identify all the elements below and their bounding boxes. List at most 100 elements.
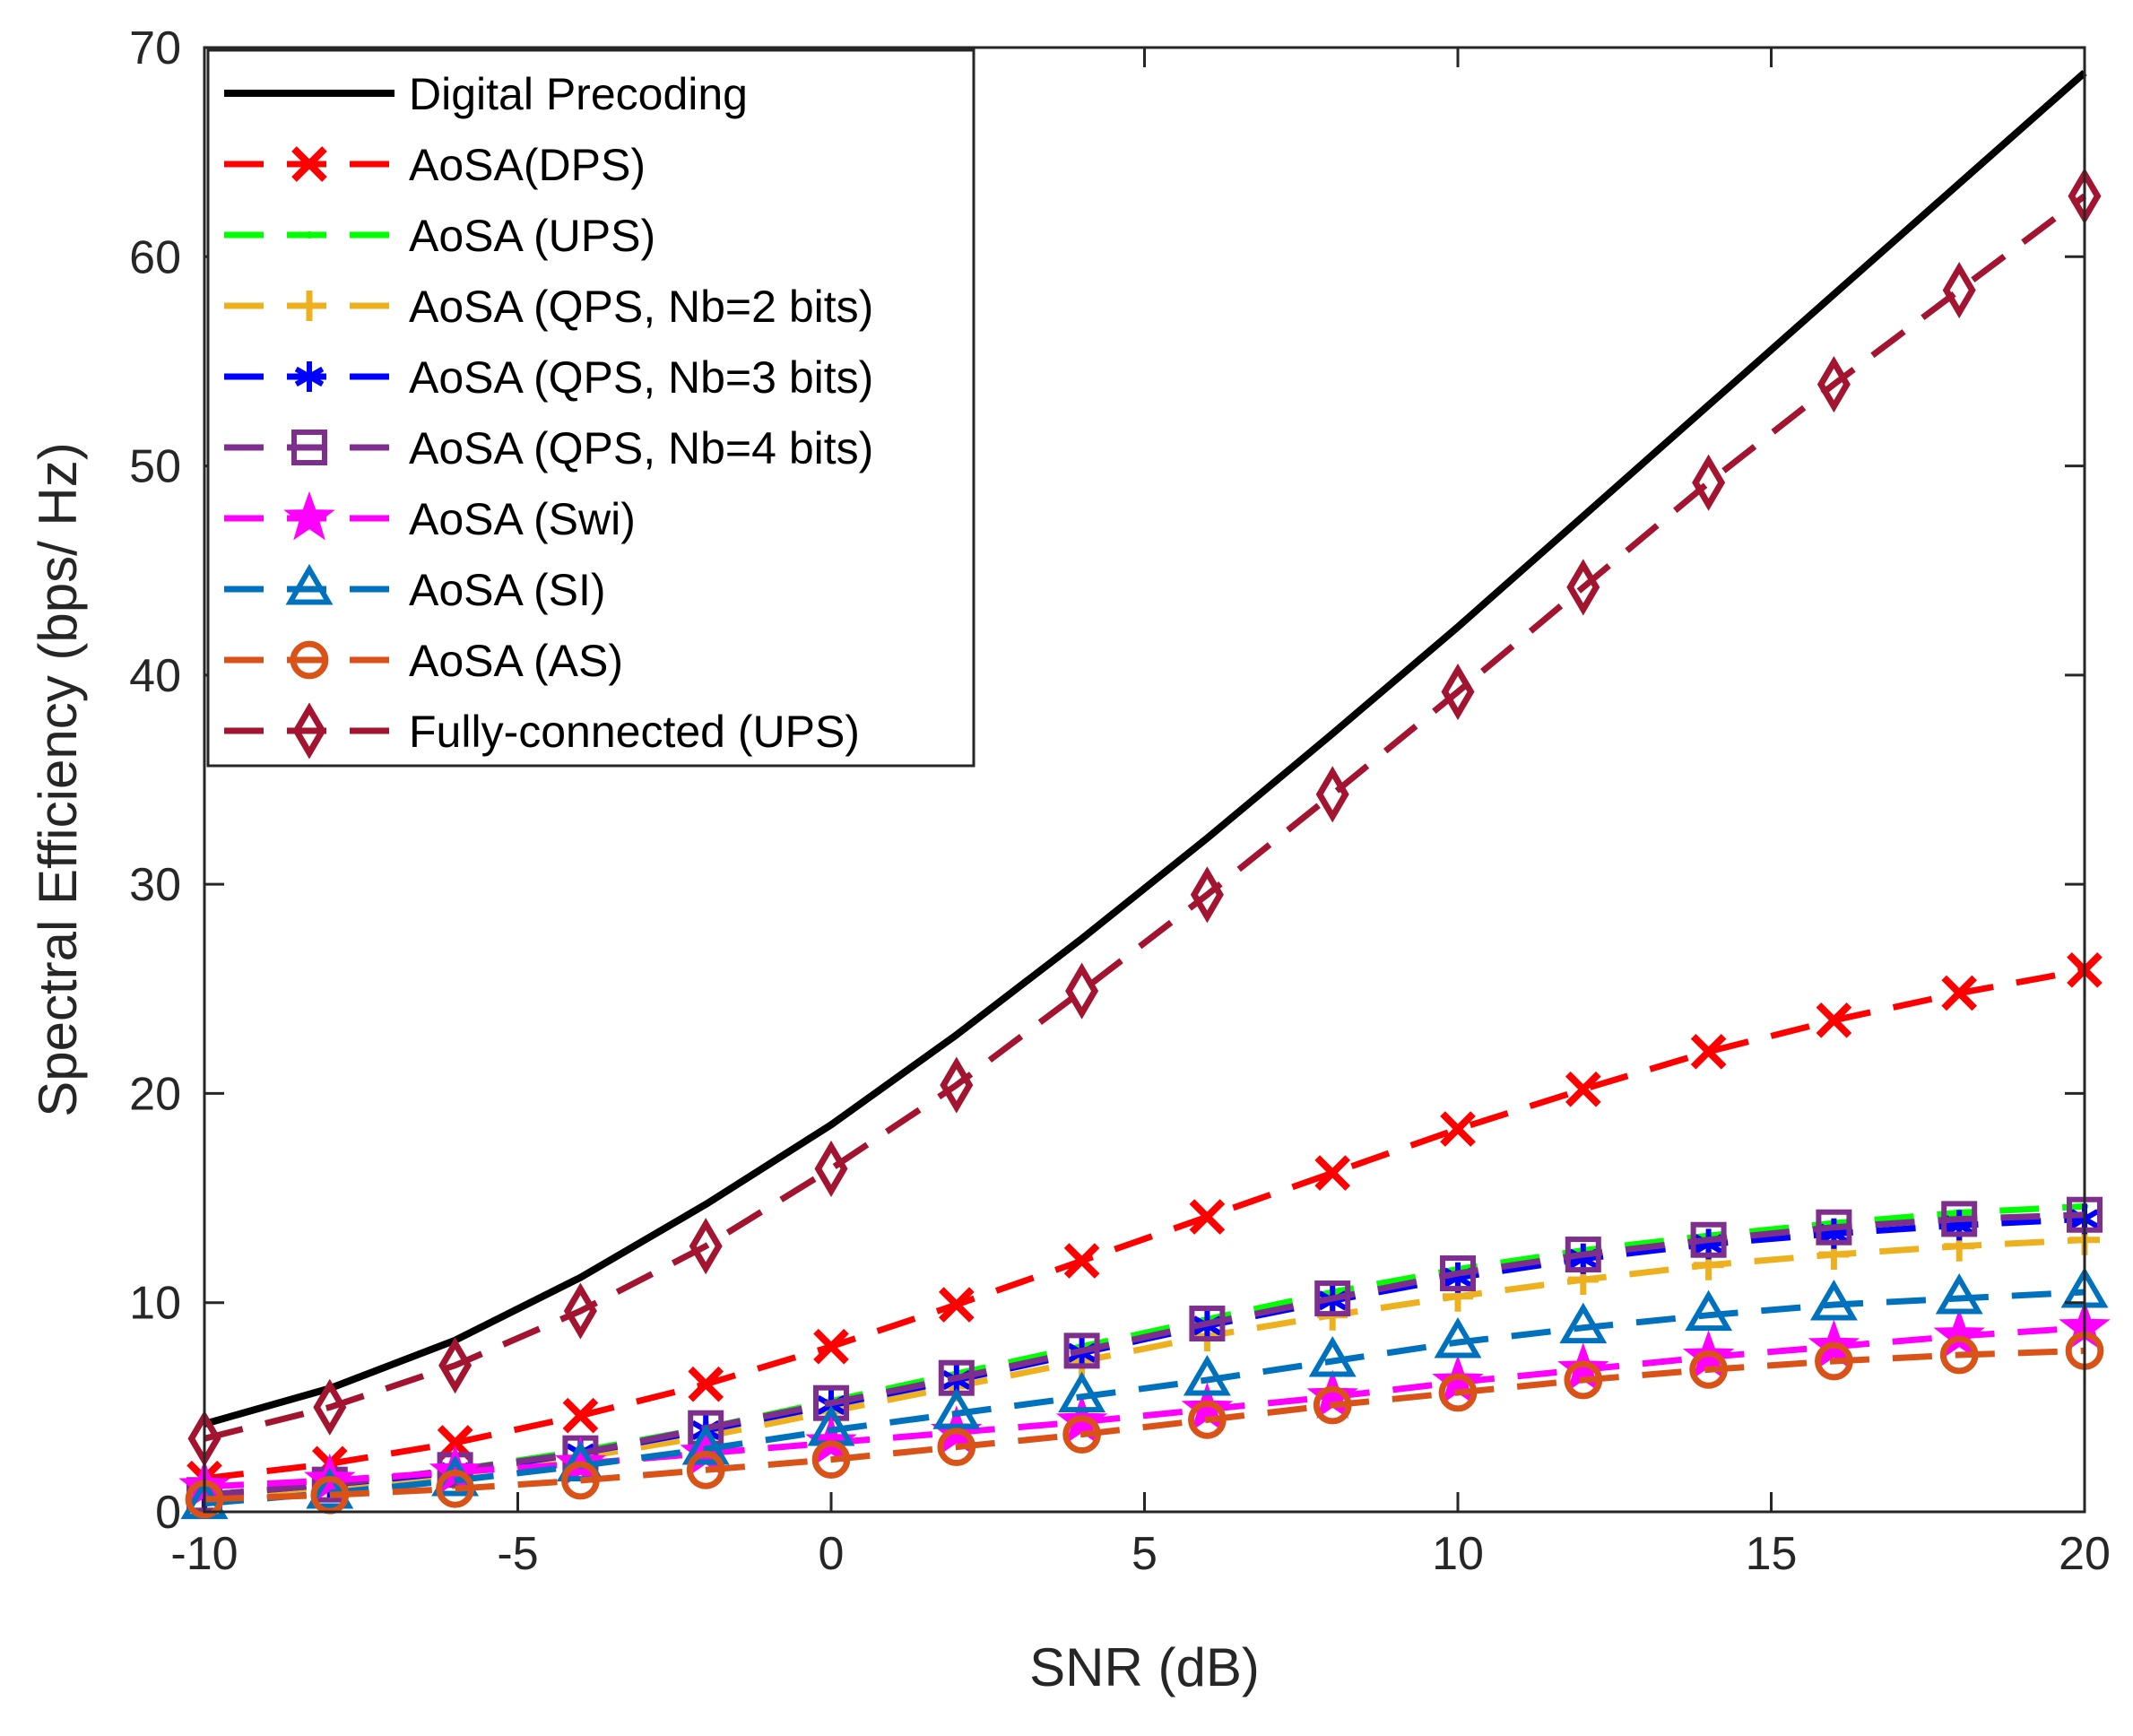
data-point-1-4 xyxy=(688,1366,724,1402)
data-point-9-7 xyxy=(1065,962,1099,1020)
data-point-1-3 xyxy=(562,1397,599,1434)
legend-entry-5: AoSA (QPS, Nb=4 bits) xyxy=(224,423,873,473)
legend-box xyxy=(206,48,975,768)
axis-layer: -10 -5 0 5 10 15 20 0 10 20 30 40 50 60 70 xyxy=(129,22,2111,1580)
data-point-9-11 xyxy=(1566,559,1600,616)
y-tick-label-5: 50 xyxy=(129,441,181,493)
legend-label-9: Fully-connected (UPS) xyxy=(409,707,860,757)
data-point-1-11 xyxy=(1565,1071,1601,1107)
data-point-5-10 xyxy=(1440,1255,1476,1292)
series-line-0 xyxy=(203,70,2087,1428)
data-point-8-6 xyxy=(937,1428,976,1467)
legend-label-3: AoSA (QPS, Nb=2 bits) xyxy=(409,282,873,332)
legend-label-6: AoSA (Swi) xyxy=(409,494,636,544)
data-point-5-14 xyxy=(1941,1201,1978,1237)
data-point-1-14 xyxy=(1941,975,1978,1011)
data-point-8-10 xyxy=(1438,1373,1478,1412)
y-tick-label-4: 40 xyxy=(129,650,181,702)
legend-entry-6: AoSA (Swi) xyxy=(224,490,636,544)
series-8 xyxy=(185,1332,2104,1519)
data-point-1-5 xyxy=(813,1328,849,1365)
legend-entry-3: AoSA (QPS, Nb=2 bits) xyxy=(224,282,873,332)
data-point-5-13 xyxy=(1816,1209,1852,1246)
x-tick-label-2: 0 xyxy=(819,1528,845,1580)
legend-marker-5 xyxy=(291,430,327,465)
data-point-7-12 xyxy=(1685,1289,1733,1332)
data-point-1-7 xyxy=(1063,1243,1100,1279)
y-tick-label-7: 70 xyxy=(129,22,181,74)
y-tick-label-2: 20 xyxy=(129,1068,181,1120)
data-point-9-14 xyxy=(1942,262,1976,319)
y-tick-label-6: 60 xyxy=(129,231,181,283)
data-point-9-4 xyxy=(689,1218,723,1275)
data-point-1-8 xyxy=(1189,1199,1226,1235)
legend: Digital Precoding AoSA(DPS) AoSA (UPS) AoSA… xyxy=(206,48,975,768)
data-point-5-7 xyxy=(1063,1332,1100,1369)
data-point-8-9 xyxy=(1313,1385,1352,1425)
y-tick-label-1: 10 xyxy=(129,1278,181,1330)
series-line-7 xyxy=(204,1289,2085,1507)
data-point-7-1 xyxy=(306,1467,354,1509)
data-point-7-13 xyxy=(1809,1279,1858,1321)
y-tick-label-3: 30 xyxy=(129,859,181,911)
legend-entry-2: AoSA (UPS) xyxy=(224,211,655,261)
data-point-7-6 xyxy=(932,1388,981,1429)
data-point-8-14 xyxy=(1939,1335,1979,1375)
data-point-1-6 xyxy=(938,1287,975,1323)
legend-entry-7: AoSA (SI) xyxy=(224,563,606,615)
data-point-7-9 xyxy=(1308,1335,1357,1377)
data-point-5-11 xyxy=(1565,1237,1601,1273)
data-point-9-6 xyxy=(940,1056,974,1114)
x-axis-label: SNR (dB) xyxy=(1029,1637,1260,1697)
y-axis-label: Spectral Efficiency (bps/ Hz) xyxy=(28,442,88,1117)
legend-entry-9: Fully-connected (UPS) xyxy=(224,702,860,760)
series-9 xyxy=(187,168,2102,1467)
x-tick-label-4: 10 xyxy=(1432,1528,1484,1580)
data-point-9-3 xyxy=(563,1282,597,1340)
data-point-5-9 xyxy=(1314,1280,1351,1317)
legend-marker-6 xyxy=(283,490,335,541)
data-point-7-11 xyxy=(1559,1302,1608,1344)
series-line-8 xyxy=(204,1347,2085,1503)
data-point-9-12 xyxy=(1692,454,1726,511)
series-line-5 xyxy=(204,1211,2085,1498)
legend-marker-2 xyxy=(306,231,313,239)
legend-entry-4: AoSA (QPS, Nb=3 bits) xyxy=(224,352,873,403)
legend-label-0: Digital Precoding xyxy=(409,69,748,119)
legend-label-5: AoSA (QPS, Nb=4 bits) xyxy=(409,423,873,473)
data-point-1-9 xyxy=(1314,1155,1351,1191)
data-point-9-8 xyxy=(1190,866,1224,924)
data-point-9-13 xyxy=(1817,356,1851,413)
data-point-9-10 xyxy=(1441,663,1475,721)
x-tick-label-5: 15 xyxy=(1746,1528,1798,1580)
x-tick-label-6: 20 xyxy=(2059,1528,2111,1580)
series-0 xyxy=(203,70,2087,1428)
data-point-6-14 xyxy=(1933,1308,1985,1358)
legend-label-7: AoSA (SI) xyxy=(409,565,606,615)
data-point-9-5 xyxy=(814,1140,848,1197)
series-line-6 xyxy=(204,1324,2085,1490)
data-point-8-7 xyxy=(1062,1415,1101,1454)
legend-marker-1 xyxy=(291,146,327,182)
data-point-9-9 xyxy=(1315,766,1349,823)
data-point-8-12 xyxy=(1689,1350,1728,1389)
data-point-7-4 xyxy=(681,1423,730,1465)
data-point-7-8 xyxy=(1183,1354,1231,1396)
data-point-5-12 xyxy=(1690,1221,1727,1258)
legend-marker-3 xyxy=(294,291,325,321)
data-point-5-8 xyxy=(1189,1306,1226,1342)
data-point-7-7 xyxy=(1058,1371,1106,1413)
data-point-1-10 xyxy=(1440,1111,1476,1147)
y-tick-label-0: 0 xyxy=(155,1487,181,1539)
x-tick-label-1: -5 xyxy=(497,1528,538,1580)
legend-entry-0: Digital Precoding xyxy=(224,69,748,119)
legend-marker-9 xyxy=(292,702,326,760)
data-point-8-8 xyxy=(1188,1401,1227,1439)
legend-label-4: AoSA (QPS, Nb=3 bits) xyxy=(409,352,873,403)
data-point-8-13 xyxy=(1815,1341,1853,1381)
legend-entry-8: AoSA (AS) xyxy=(224,636,623,686)
data-point-1-12 xyxy=(1690,1033,1727,1070)
legend-marker-4 xyxy=(294,361,325,392)
